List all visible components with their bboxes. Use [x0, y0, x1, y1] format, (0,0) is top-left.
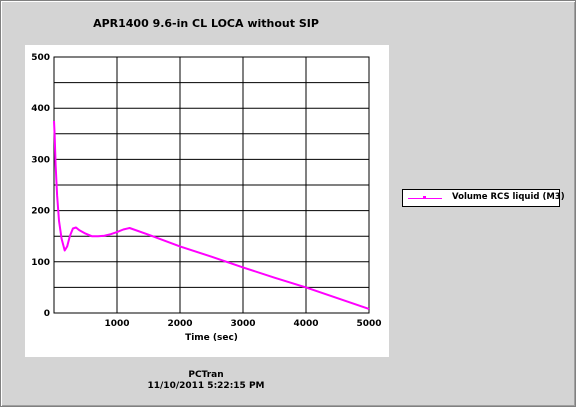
x-tick-label: 4000: [293, 319, 318, 329]
footer-source: PCTran: [188, 370, 224, 380]
x-tick-label: 2000: [167, 319, 192, 329]
series-line: [53, 120, 370, 310]
line-chart: 0 100 200 300 400 500 1000 2000 3000 4000 5000 Time…: [31, 53, 381, 343]
x-axis-label: Time (sec): [185, 333, 238, 343]
plot-panel: 0 100 200 300 400 500 1000 2000 3000 4000 5000 Time…: [25, 45, 389, 357]
y-tick-label: 300: [31, 155, 50, 165]
x-tick-label: 3000: [230, 319, 255, 329]
y-tick-label: 500: [31, 53, 50, 63]
legend-label: Volume RCS liquid (M3): [452, 192, 565, 202]
x-tick-label: 5000: [356, 319, 381, 329]
y-tick-label: 0: [44, 309, 50, 319]
footer-datetime: 11/10/2011 5:22:15 PM: [147, 381, 265, 391]
legend-swatch-marker: [423, 196, 426, 199]
chart-title: APR1400 9.6-in CL LOCA without SIP: [93, 17, 319, 30]
y-tick-label: 400: [31, 104, 50, 114]
legend: Volume RCS liquid (M3): [402, 189, 565, 207]
y-tick-label: 200: [31, 207, 50, 217]
y-tick-label: 100: [31, 258, 50, 268]
x-tick-label: 1000: [104, 319, 129, 329]
